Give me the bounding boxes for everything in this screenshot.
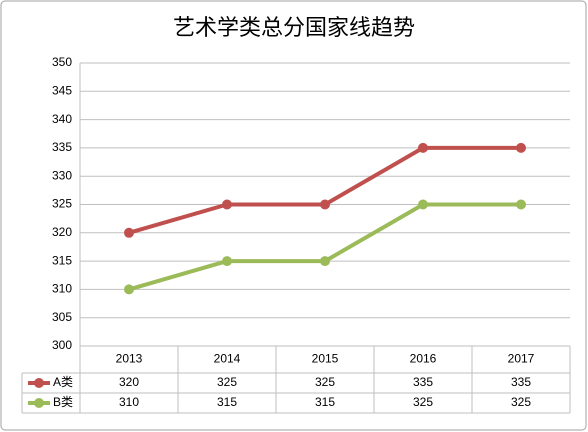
y-tick-label: 300 [52,338,72,352]
y-tick-label: 330 [52,168,72,182]
y-tick-label: 335 [52,140,72,154]
point [320,256,330,267]
table-cell: 315 [315,395,335,409]
y-tick-label: 305 [52,310,72,324]
table-cell: 335 [413,375,433,389]
x-tick-label: 2017 [508,352,535,366]
point [418,199,428,210]
y-tick-label: 315 [52,253,72,267]
point [516,142,526,153]
table-cell: 325 [511,395,531,409]
y-tick-label: 340 [52,112,72,126]
legend-label: A类 [53,375,73,389]
chart-title: 艺术学类总分国家线趋势 [173,16,415,41]
x-tick-label: 2015 [312,352,339,366]
point [222,199,232,210]
table-cell: 335 [511,375,531,389]
y-tick-label: 310 [52,282,72,296]
table-cell: 315 [217,395,237,409]
table-cell: 325 [217,375,237,389]
table-cell: 310 [119,395,139,409]
y-tick-label: 325 [52,197,72,211]
y-tick-label: 320 [52,225,72,239]
legend-marker [34,378,44,388]
x-tick-label: 2014 [214,352,241,366]
legend-label: B类 [53,395,73,409]
y-tick-label: 345 [52,83,72,97]
x-tick-label: 2013 [116,352,143,366]
point [418,142,428,153]
point [516,199,526,210]
table-cell: 325 [413,395,433,409]
point [320,199,330,210]
y-tick-label: 350 [52,55,72,69]
point [124,227,134,238]
x-tick-label: 2016 [410,352,437,366]
point [124,284,134,295]
table-cell: 325 [315,375,335,389]
legend-marker [34,398,44,408]
table-cell: 320 [119,375,139,389]
point [222,256,232,267]
